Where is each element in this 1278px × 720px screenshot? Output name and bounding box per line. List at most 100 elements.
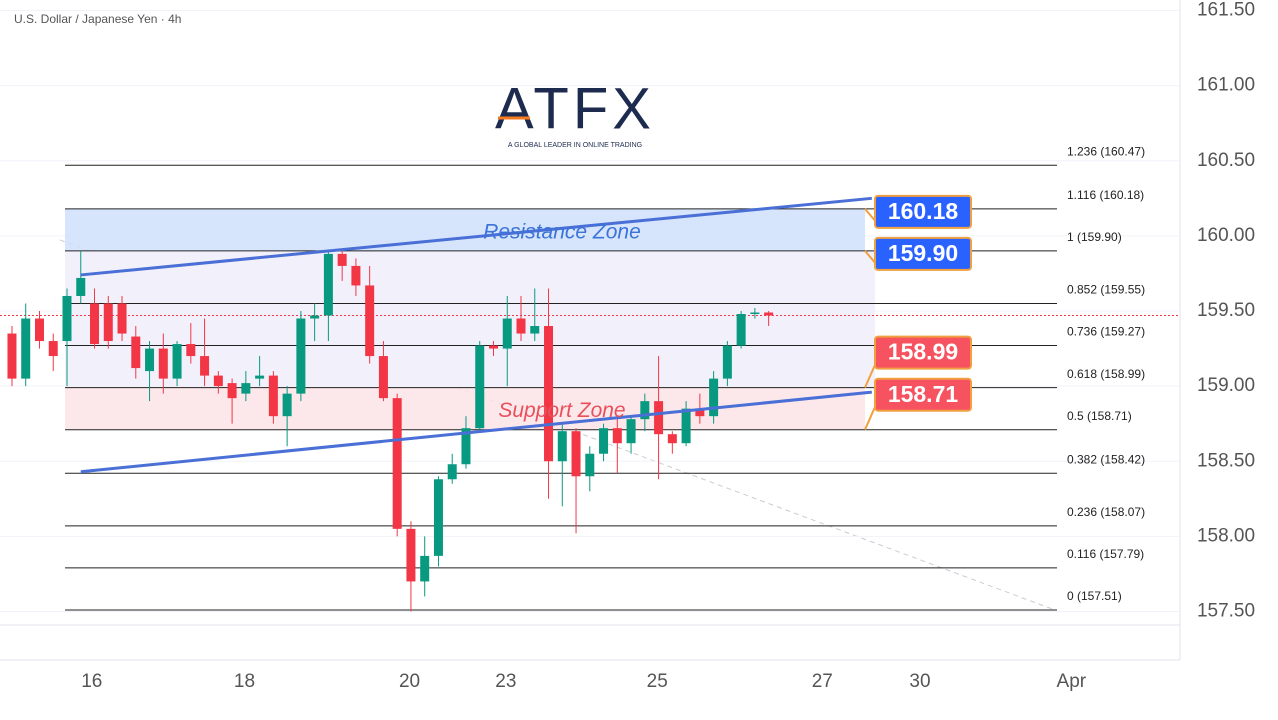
x-tick-label: 27 — [812, 671, 833, 692]
candle-body — [406, 528, 416, 582]
badge — [874, 335, 972, 370]
fib-label: 1.116 (160.18) — [1067, 188, 1144, 202]
fib-label: 0.852 (159.55) — [1067, 283, 1145, 297]
candle-body — [475, 345, 485, 429]
candle-body — [172, 344, 182, 379]
fib-label: 0.116 (157.79) — [1067, 547, 1144, 561]
dashed-trend — [59, 239, 1056, 611]
fib-label: 0.5 (158.71) — [1067, 409, 1132, 423]
candle-body — [557, 431, 567, 462]
trendline — [80, 196, 872, 277]
candle-body — [200, 356, 210, 376]
badge — [874, 236, 972, 271]
fib-label: 1.236 (160.47) — [1067, 144, 1145, 158]
candle-body — [585, 453, 595, 477]
candle-body — [420, 555, 430, 582]
y-tick-label: 159.00 — [1197, 375, 1255, 396]
fib-label: 0.382 (158.42) — [1067, 452, 1145, 466]
candle-body — [76, 277, 86, 296]
candle-body — [282, 393, 292, 417]
zones — [0, 10, 1180, 612]
fib-label: 0.236 (158.07) — [1067, 505, 1145, 519]
badge-label: 160.18 — [888, 198, 959, 224]
badge — [874, 194, 972, 229]
candle-body — [530, 326, 540, 334]
zone-label: Resistance Zone — [483, 220, 641, 243]
candle-body — [516, 318, 526, 334]
candle-body — [695, 408, 705, 417]
candle-body — [213, 375, 223, 387]
y-tick-label: 159.50 — [1197, 300, 1255, 321]
badge-label: 158.99 — [888, 339, 958, 365]
candle-body — [227, 383, 237, 399]
zone — [65, 208, 865, 251]
candle-body — [750, 312, 760, 315]
y-tick-label: 160.50 — [1197, 150, 1255, 171]
x-tick-label: 23 — [495, 671, 516, 692]
candle-body — [433, 479, 443, 556]
badge-label: 159.90 — [888, 240, 958, 266]
badge — [874, 377, 972, 412]
x-tick-label: 18 — [234, 671, 255, 692]
x-tick-label: Apr — [1057, 671, 1087, 692]
candle-body — [722, 345, 732, 379]
candle-body — [571, 431, 581, 477]
candle-body — [654, 401, 664, 435]
candle-body — [378, 356, 388, 399]
logo: ATFX — [495, 76, 655, 141]
candle-body — [626, 419, 636, 444]
y-tick-label: 161.50 — [1197, 0, 1255, 21]
candle-body — [7, 333, 17, 379]
candle-body — [447, 464, 457, 480]
candle-body — [103, 303, 113, 342]
chart-title: U.S. Dollar / Japanese Yen · 4h — [14, 12, 181, 26]
candle-body — [392, 398, 402, 529]
candle-body — [90, 303, 100, 345]
candle-body — [488, 345, 498, 349]
candle-body — [461, 428, 471, 465]
x-tick-label: 16 — [81, 671, 102, 692]
x-tick-label: 20 — [399, 671, 420, 692]
candle-body — [21, 318, 31, 379]
candle-body — [640, 401, 650, 420]
candle-body — [62, 295, 72, 342]
candle-body — [131, 336, 141, 369]
zone — [65, 387, 865, 430]
fib-label: 0.736 (159.27) — [1067, 325, 1145, 339]
candle-body — [709, 378, 719, 417]
candle-body — [736, 314, 746, 346]
x-tick-label: 25 — [647, 671, 668, 692]
x-tick-label: 30 — [909, 671, 930, 692]
candle-body — [764, 312, 774, 316]
candle-body — [34, 318, 44, 342]
y-tick-label: 158.50 — [1197, 450, 1255, 471]
candle-body — [351, 265, 361, 286]
overlays: 157.50158.00158.50159.00159.50160.00160.… — [80, 0, 1255, 692]
fib-label: 1 (159.90) — [1067, 230, 1122, 244]
candle-body — [268, 375, 278, 417]
range-shade — [65, 250, 875, 388]
candle-body — [158, 348, 168, 379]
candle-body — [667, 434, 677, 444]
trendline — [80, 390, 872, 474]
candle-body — [502, 318, 512, 349]
candle-body — [681, 408, 691, 444]
zone-label: Support Zone — [498, 399, 625, 422]
candle-body — [310, 315, 320, 319]
y-tick-label: 161.00 — [1197, 75, 1255, 96]
y-tick-label: 157.50 — [1197, 600, 1255, 621]
candle-body — [117, 303, 127, 334]
candle-body — [186, 344, 196, 357]
candle-body — [337, 253, 347, 266]
candle-body — [241, 383, 251, 394]
candle-body — [296, 318, 306, 394]
badge-label: 158.71 — [888, 381, 959, 407]
fib-label: 0 (157.51) — [1067, 589, 1122, 603]
logo-tagline: A GLOBAL LEADER IN ONLINE TRADING — [508, 142, 642, 149]
candle-body — [612, 428, 622, 444]
candle-body — [323, 253, 333, 316]
candle-body — [599, 428, 609, 454]
y-tick-label: 160.00 — [1197, 225, 1255, 246]
candle-body — [365, 285, 375, 357]
